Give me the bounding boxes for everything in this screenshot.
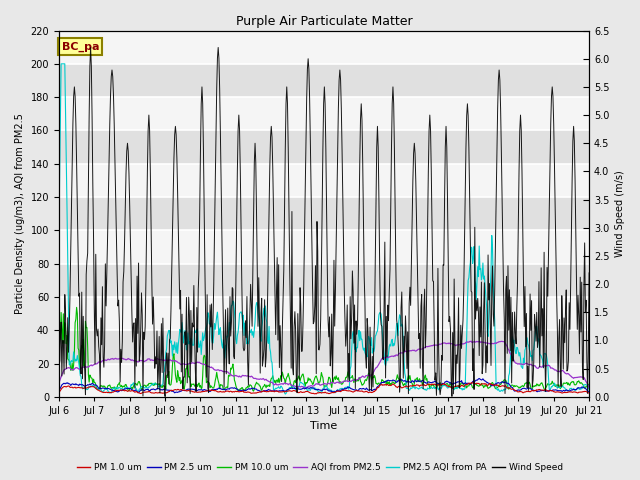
Bar (59, 264, 589, 297)
Legend: PM 1.0 um, PM 2.5 um, PM 10.0 um, AQI from PM2.5, PM2.5 AQI from PA, Wind Speed: PM 1.0 um, PM 2.5 um, PM 10.0 um, AQI fr… (73, 459, 567, 476)
Bar (59, 197, 589, 230)
Y-axis label: Particle Density (ug/m3), AQI from PM2.5: Particle Density (ug/m3), AQI from PM2.5 (15, 113, 25, 314)
Bar (59, 330, 589, 363)
Bar (59, 297, 589, 330)
Bar (59, 97, 589, 131)
Bar (59, 363, 589, 397)
Bar (59, 164, 589, 197)
Bar (59, 31, 589, 64)
Bar (59, 131, 589, 164)
X-axis label: Time: Time (310, 421, 338, 432)
Bar (59, 64, 589, 97)
Y-axis label: Wind Speed (m/s): Wind Speed (m/s) (615, 170, 625, 257)
Text: BC_pa: BC_pa (61, 42, 99, 52)
Title: Purple Air Particulate Matter: Purple Air Particulate Matter (236, 15, 412, 28)
Bar (59, 230, 589, 264)
